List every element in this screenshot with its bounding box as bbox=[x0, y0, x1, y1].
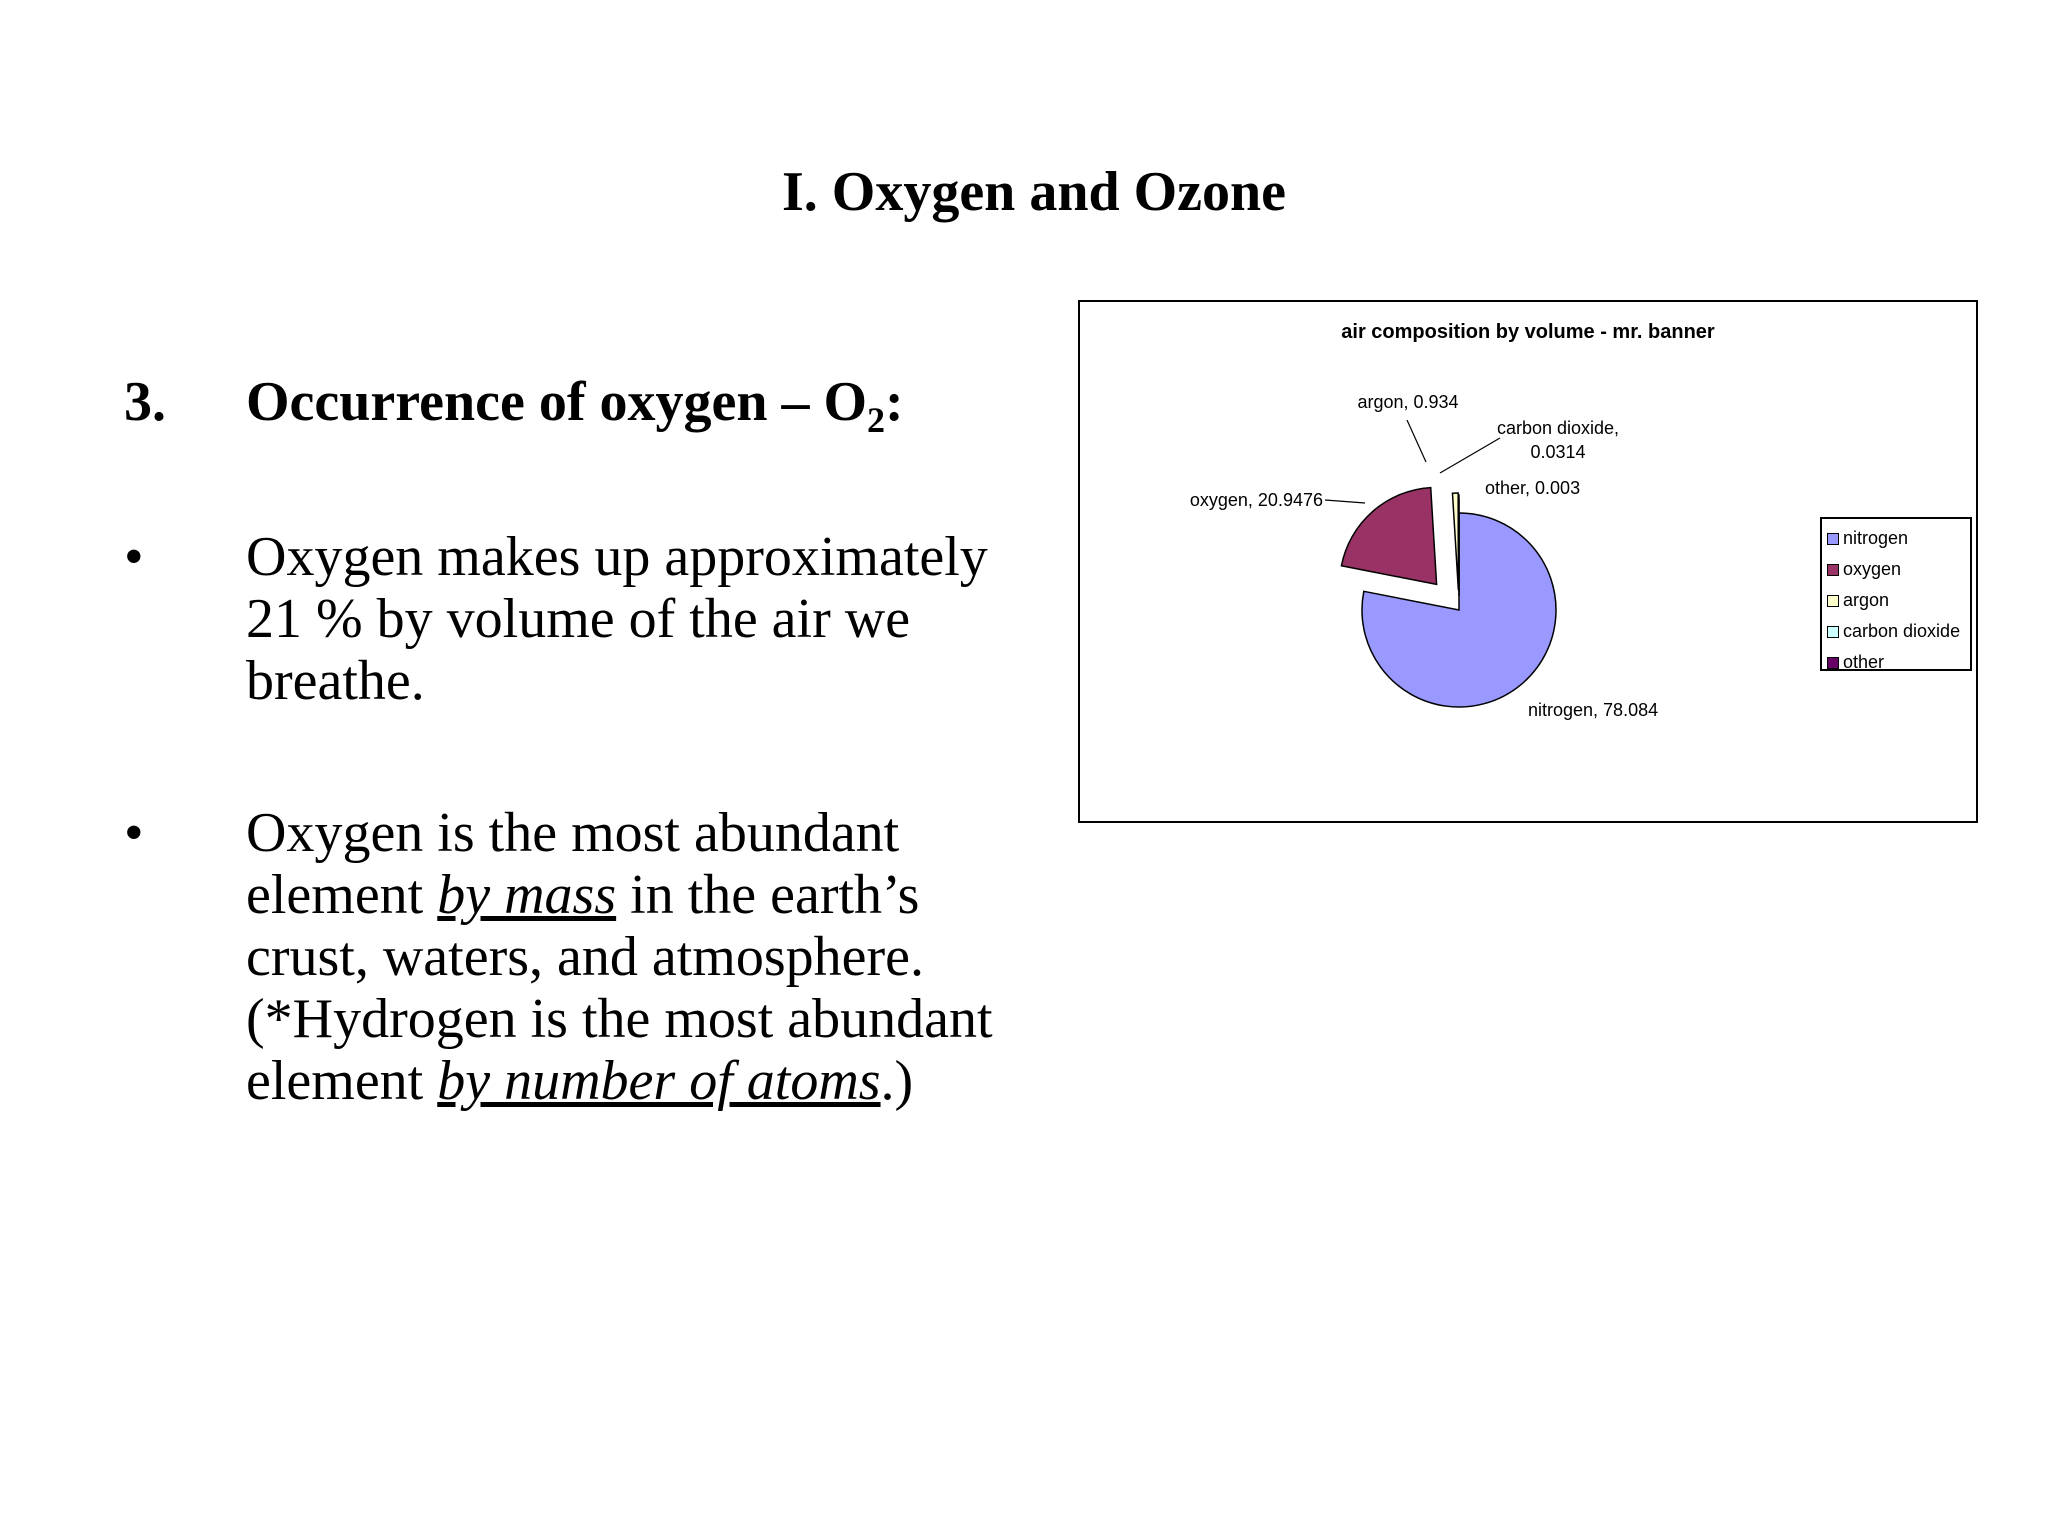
legend-swatch bbox=[1827, 564, 1839, 576]
bullet-dot: • bbox=[124, 526, 144, 588]
heading-colon: : bbox=[885, 371, 904, 433]
legend-item-other: other bbox=[1822, 647, 1970, 678]
slide-title: I. Oxygen and Ozone bbox=[781, 161, 1287, 223]
emphasis-by-number-of-atoms: by number of atoms bbox=[437, 1050, 881, 1112]
legend-item-nitrogen: nitrogen bbox=[1822, 523, 1970, 554]
pie-slice-oxygen bbox=[1340, 486, 1438, 586]
legend-swatch bbox=[1827, 595, 1839, 607]
leader-line-argon bbox=[1406, 419, 1427, 463]
legend-label: other bbox=[1843, 652, 1885, 672]
data-label-argon: argon, 0.934 bbox=[1357, 392, 1458, 412]
legend-swatch bbox=[1827, 533, 1839, 545]
legend-label: argon bbox=[1843, 590, 1890, 610]
legend-label: oxygen bbox=[1843, 559, 1902, 579]
data-label-oxygen: oxygen, 20.9476 bbox=[1190, 490, 1323, 510]
legend-swatch bbox=[1827, 657, 1839, 669]
leader-line-carbon-dioxide bbox=[1439, 437, 1501, 474]
legend-swatch bbox=[1827, 626, 1839, 638]
legend-item-argon: argon bbox=[1822, 585, 1970, 616]
data-label-carbon-dioxide: carbon dioxide, 0.0314 bbox=[1497, 418, 1619, 462]
pie-chart: air composition by volume - mr. banner ni… bbox=[1078, 300, 1978, 823]
data-label-other: other, 0.003 bbox=[1485, 478, 1580, 498]
pie-slice-argon bbox=[1451, 492, 1460, 591]
legend-item-oxygen: oxygen bbox=[1822, 554, 1970, 585]
section-heading: 3. Occurrence of oxygen – O2: bbox=[124, 370, 904, 438]
heading-subscript: 2 bbox=[867, 400, 886, 440]
chart-legend: nitrogen oxygen argon carbon dioxide other bbox=[1820, 517, 1972, 672]
legend-item-carbon-dioxide: carbon dioxide bbox=[1822, 616, 1970, 647]
data-label-nitrogen: nitrogen, 78.084 bbox=[1528, 700, 1658, 720]
bullet-2-text: Oxygen is the most abundant element by m… bbox=[246, 802, 993, 1112]
legend-label: nitrogen bbox=[1843, 528, 1909, 548]
heading-number: 3. bbox=[124, 371, 166, 433]
heading-text: Occurrence of oxygen – O bbox=[246, 371, 868, 433]
leader-line-oxygen bbox=[1324, 499, 1366, 504]
pie-chart-svg: air composition by volume - mr. banner ni… bbox=[1190, 321, 1715, 720]
bullet-dot: • bbox=[124, 802, 144, 864]
emphasis-by-mass: by mass bbox=[437, 864, 617, 926]
bullet-1-text: Oxygen makes up approximately 21 % by vo… bbox=[246, 526, 988, 712]
pie-slice-nitrogen bbox=[1361, 512, 1557, 708]
chart-title: air composition by volume - mr. banner bbox=[1341, 321, 1715, 343]
legend-label: carbon dioxide bbox=[1843, 621, 1961, 641]
